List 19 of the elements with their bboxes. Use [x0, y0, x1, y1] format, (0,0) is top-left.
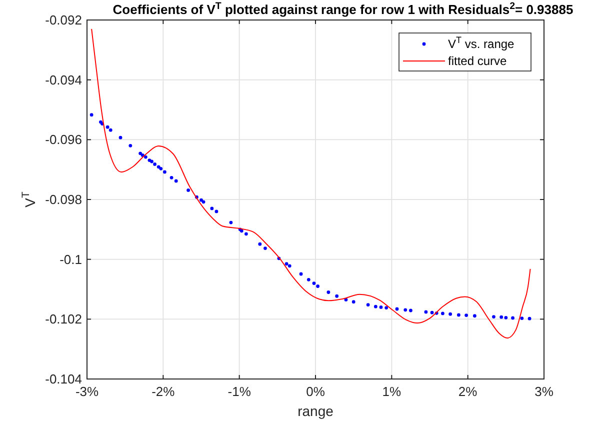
- y-tick-label: -0.092: [45, 12, 82, 28]
- x-tick-label: 3%: [534, 384, 554, 399]
- chart-title: Coefficients of V$^{T}$ plotted against range for row 1 with Residuals$^{2}$= 0.93885: [112, 0, 574, 17]
- y-tick-label: -0.098: [45, 192, 82, 207]
- x-tick-label: -3%: [75, 384, 99, 399]
- y-tick-label: -0.102: [45, 312, 82, 327]
- line-series: [91, 28, 531, 339]
- y-tick-label: -0.094: [45, 72, 82, 88]
- y-tick-label: -0.104: [45, 372, 82, 386]
- legend-label: V$^{T}$ vs. range: [448, 35, 515, 51]
- x-tick-label: -1%: [228, 384, 252, 399]
- x-tick-label: -2%: [152, 384, 176, 399]
- x-axis-title: range: [298, 403, 334, 419]
- y-tick-label: -0.1: [60, 252, 82, 267]
- x-tick-label: 2%: [458, 384, 478, 399]
- y-tick-label: -0.096: [45, 132, 82, 148]
- legend-label: fitted curve: [448, 54, 508, 68]
- x-tick-label: 0%: [306, 384, 326, 399]
- x-tick-label: 1%: [382, 384, 402, 399]
